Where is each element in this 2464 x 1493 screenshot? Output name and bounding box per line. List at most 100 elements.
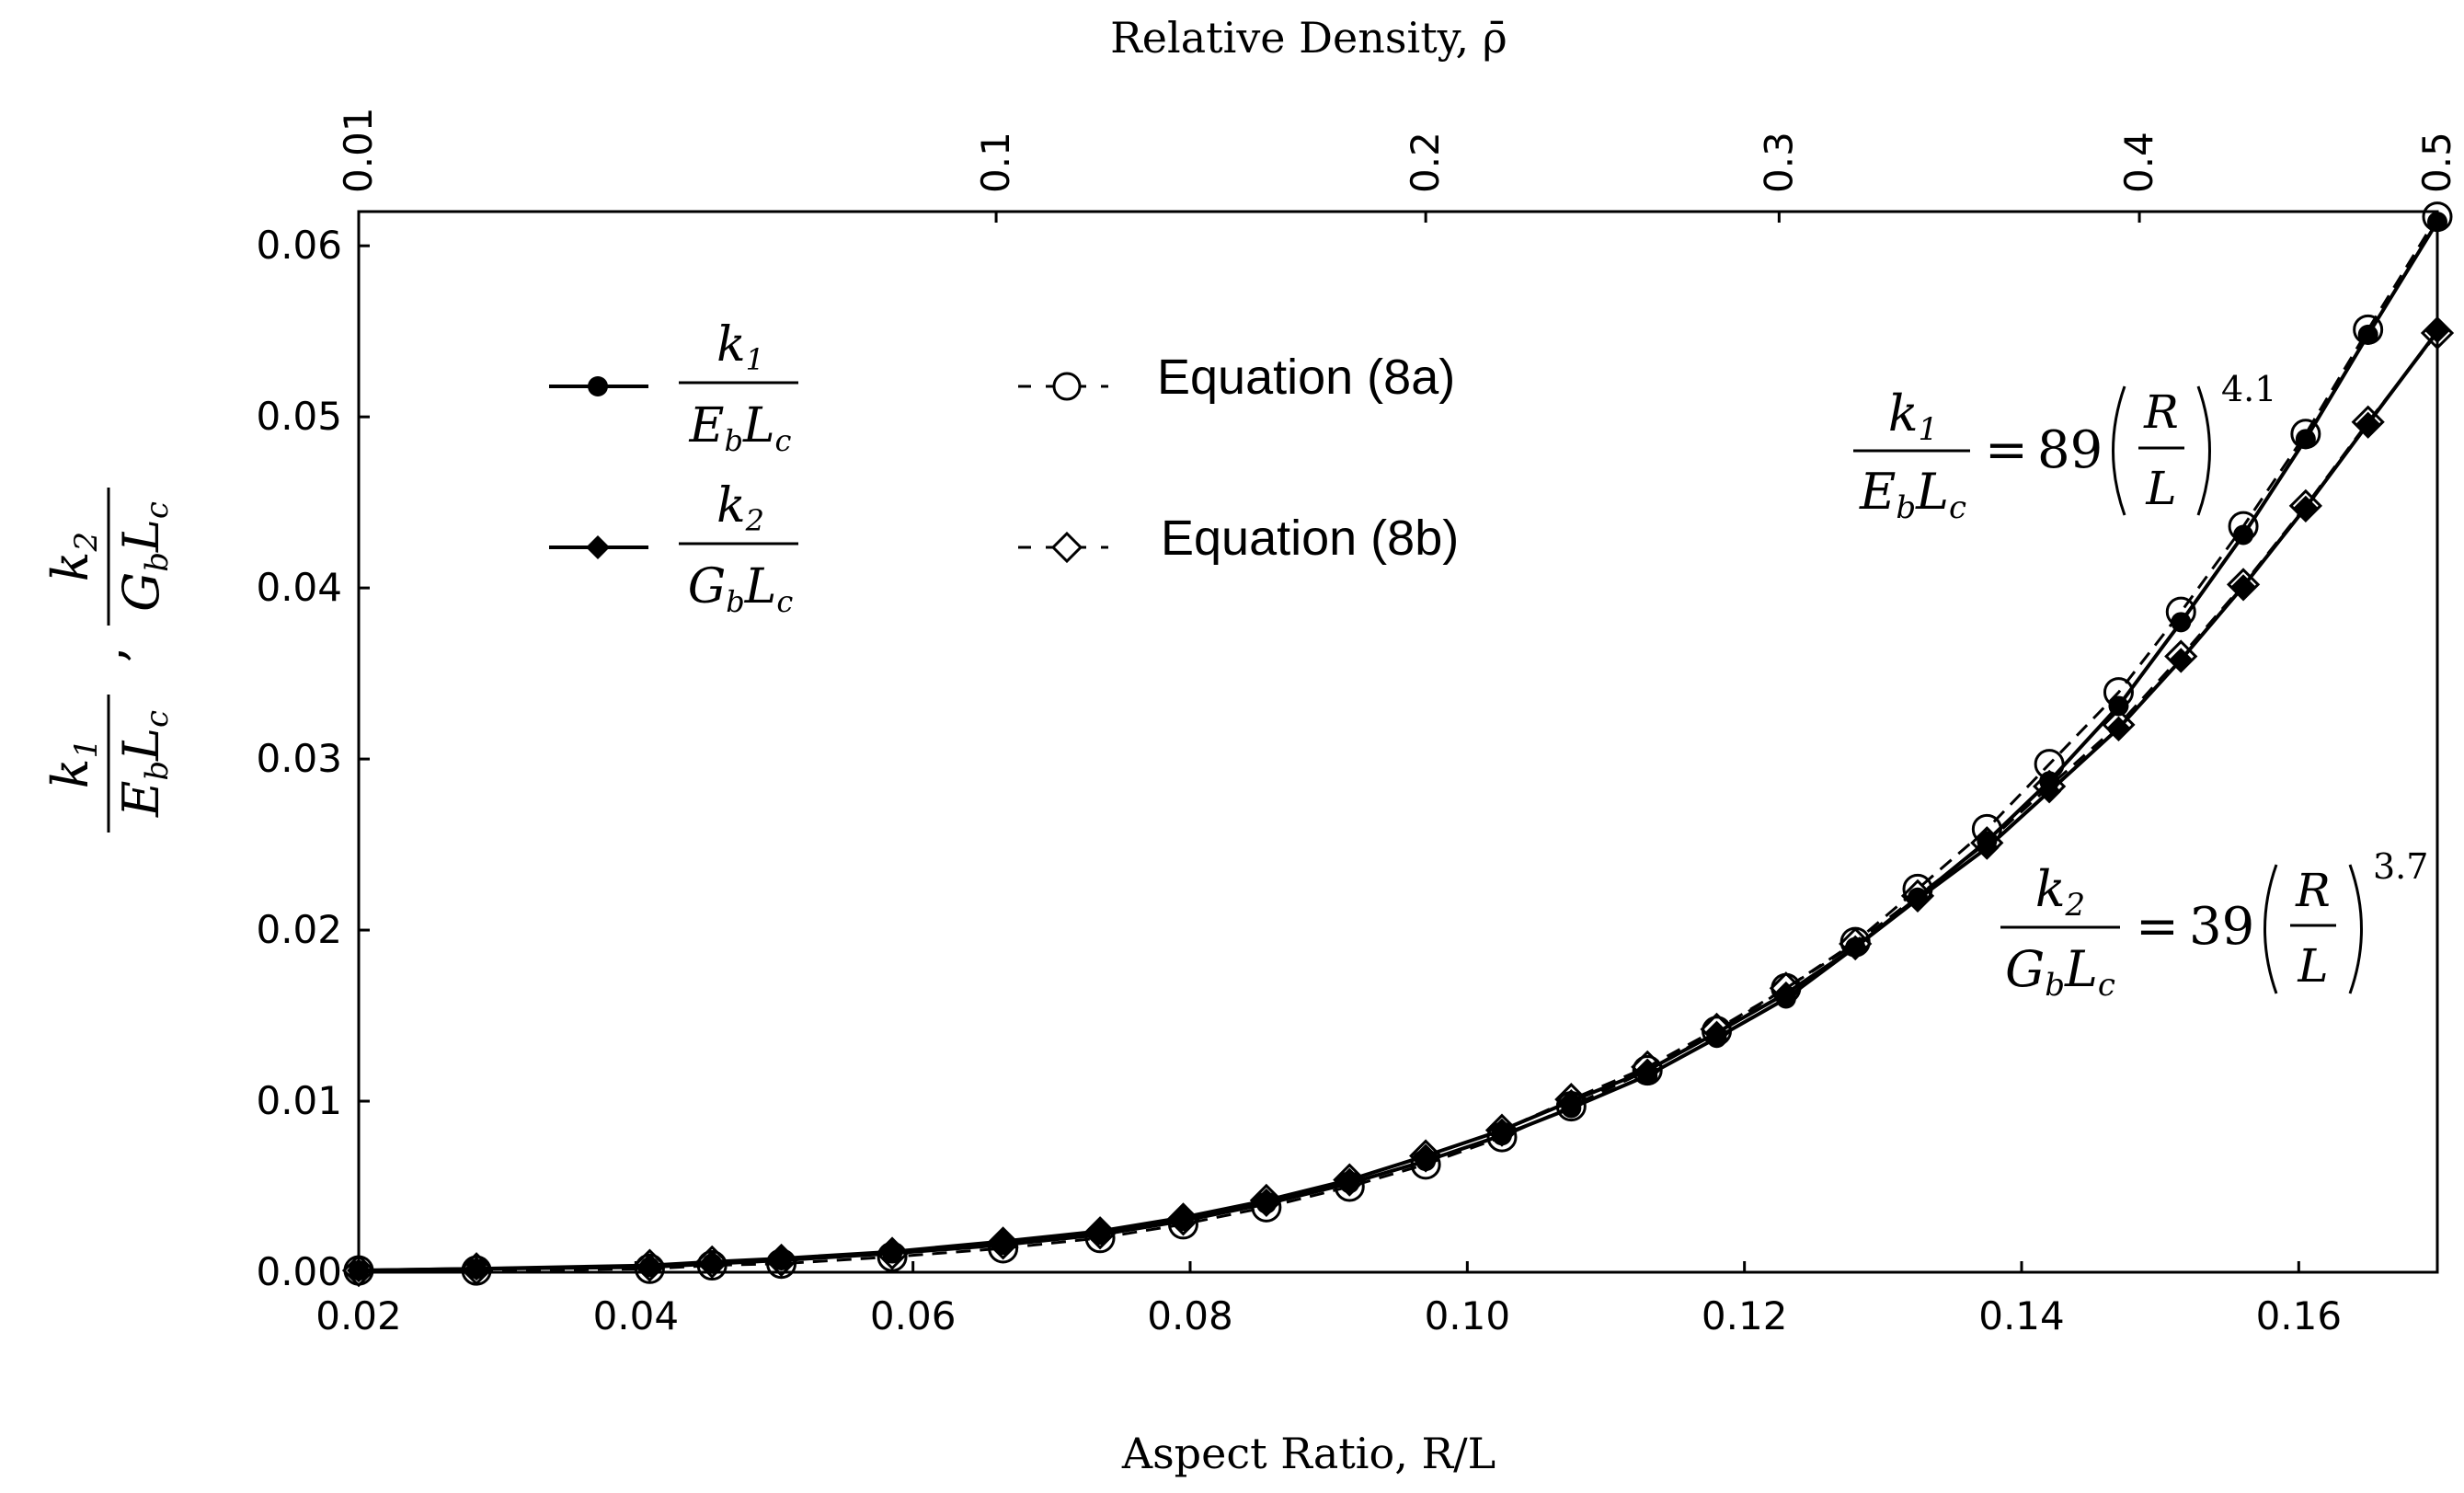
svg-text:k2: k2 bbox=[716, 478, 764, 538]
legend-item-eq8b: Equation (8b) bbox=[1018, 511, 1459, 566]
x-tick-label: 0.14 bbox=[1978, 1293, 2065, 1338]
data-point-filled-diamond bbox=[1906, 887, 1930, 912]
legend-marker-open-diamond bbox=[1050, 531, 1083, 564]
plot-area-border bbox=[357, 210, 2439, 1274]
legend: k1 EbLc k2 GbLc Equation (8a) Equation (… bbox=[549, 317, 1459, 619]
svg-text:=: = bbox=[2136, 897, 2179, 957]
data-point-open-diamond bbox=[2420, 316, 2455, 350]
x-tick-label: 0.12 bbox=[1702, 1293, 1788, 1338]
data-point-filled-diamond bbox=[1843, 935, 1868, 959]
legend-item-k1: k1 EbLc bbox=[549, 317, 798, 458]
data-point-filled-diamond bbox=[1773, 981, 1798, 1005]
data-point-filled-diamond bbox=[637, 1253, 662, 1278]
data-point-open-diamond bbox=[633, 1248, 667, 1282]
x-tick-label: 0.10 bbox=[1425, 1293, 1511, 1338]
y-tick-label: 0.06 bbox=[256, 223, 342, 268]
x-tick-label: 0.06 bbox=[870, 1293, 957, 1338]
annotation-k1-coef: 89 bbox=[2037, 420, 2103, 480]
data-point-open-diamond bbox=[986, 1226, 1020, 1260]
svg-text:EbLc: EbLc bbox=[112, 710, 176, 818]
legend-marker-filled-diamond bbox=[586, 535, 610, 559]
y-axis-title-k1-fraction: k1 EbLc bbox=[41, 695, 176, 833]
series-open-diamond bbox=[341, 316, 2455, 1288]
x-tick-label: 0.02 bbox=[315, 1293, 402, 1338]
annotation-k1-exp: 4.1 bbox=[2221, 369, 2276, 409]
data-point-open-diamond bbox=[695, 1245, 729, 1279]
top-axis-title: Relative Density, ρ̄ bbox=[1110, 13, 1507, 63]
top-tick-label: 0.01 bbox=[336, 107, 381, 193]
data-point-filled-circle bbox=[2233, 524, 2254, 546]
data-point-filled-diamond bbox=[2293, 495, 2318, 520]
annotation-equation-k2: k2 GbLc = 39 R L 3.7 bbox=[2000, 846, 2428, 1004]
svg-text:k2: k2 bbox=[2035, 860, 2085, 924]
svg-text:EbLc: EbLc bbox=[689, 398, 792, 458]
ticks-layer: 0.02 0.04 0.06 0.08 0.10 0.12 0.14 0.16 0.00 0.01… bbox=[256, 107, 2459, 1338]
svg-text:EbLc: EbLc bbox=[1859, 463, 1966, 526]
top-tick-label: 0.4 bbox=[2116, 132, 2161, 193]
data-point-open-diamond bbox=[1249, 1183, 1283, 1218]
data-point-filled-diamond bbox=[1635, 1058, 1660, 1083]
legend-label-eq8b: Equation (8b) bbox=[1161, 511, 1459, 566]
data-point-filled-diamond bbox=[2037, 779, 2062, 804]
y-axis-title-k2-fraction: k2 GbLc bbox=[41, 488, 176, 626]
data-point-filled-diamond bbox=[1704, 1020, 1729, 1045]
data-point-filled-diamond bbox=[1088, 1219, 1113, 1244]
series-filled-diamond bbox=[347, 319, 2449, 1283]
svg-text:R: R bbox=[2295, 864, 2331, 917]
data-point-filled-diamond bbox=[2355, 411, 2380, 436]
svg-text:GbLc: GbLc bbox=[2005, 940, 2115, 1004]
data-point-filled-diamond bbox=[464, 1257, 489, 1281]
svg-text:=: = bbox=[1985, 420, 2028, 480]
data-point-filled-diamond bbox=[2231, 574, 2256, 599]
series-layer bbox=[341, 201, 2455, 1288]
data-point-filled-diamond bbox=[1337, 1167, 1362, 1192]
series-line-open-diamond bbox=[358, 332, 2439, 1272]
annotation-k2-coef: 39 bbox=[2189, 897, 2254, 957]
svg-text:L: L bbox=[2145, 462, 2176, 515]
y-tick-label: 0.05 bbox=[256, 394, 342, 439]
x-tick-label: 0.04 bbox=[593, 1293, 680, 1338]
top-tick-label: 0.3 bbox=[1756, 132, 1801, 193]
data-point-open-diamond bbox=[764, 1243, 798, 1278]
annotation-equation-k1: k1 EbLc = 89 R L 4.1 bbox=[1853, 369, 2276, 526]
data-point-filled-circle bbox=[2171, 612, 2192, 633]
annotation-k2-exp: 3.7 bbox=[2373, 846, 2428, 887]
top-tick-label: 0.2 bbox=[1403, 132, 1448, 193]
svg-text:k2: k2 bbox=[41, 532, 105, 581]
data-point-filled-diamond bbox=[880, 1239, 905, 1264]
svg-text:GbLc: GbLc bbox=[112, 501, 176, 612]
y-axis-title: k1 EbLc , k2 GbLc bbox=[41, 488, 176, 833]
y-tick-label: 0.01 bbox=[256, 1078, 342, 1123]
data-point-open-diamond bbox=[875, 1236, 910, 1270]
y-tick-label: 0.00 bbox=[256, 1249, 342, 1294]
data-point-open-diamond bbox=[341, 1254, 376, 1288]
svg-text:k1: k1 bbox=[1888, 385, 1938, 448]
legend-item-k2: k2 GbLc bbox=[549, 478, 798, 619]
y-tick-label: 0.04 bbox=[256, 565, 342, 610]
data-point-filled-diamond bbox=[1490, 1118, 1514, 1143]
legend-item-eq8a: Equation (8a) bbox=[1018, 350, 1455, 405]
series-line-filled-diamond bbox=[358, 330, 2439, 1273]
data-point-filled-diamond bbox=[2169, 648, 2194, 672]
top-tick-label: 0.5 bbox=[2414, 132, 2459, 193]
data-point-filled-circle bbox=[2295, 429, 2316, 450]
x-tick-label: 0.16 bbox=[2256, 1293, 2343, 1338]
data-point-filled-diamond bbox=[1171, 1205, 1196, 1230]
svg-text:k1: k1 bbox=[716, 317, 764, 377]
data-point-filled-diamond bbox=[2106, 716, 2131, 741]
data-point-filled-diamond bbox=[1975, 835, 2000, 860]
data-point-filled-circle bbox=[2108, 695, 2129, 717]
data-point-filled-diamond bbox=[700, 1249, 725, 1274]
y-tick-label: 0.03 bbox=[256, 736, 342, 781]
data-point-open-diamond bbox=[2288, 488, 2322, 523]
data-point-open-diamond bbox=[459, 1252, 494, 1286]
legend-marker-open-circle bbox=[1052, 372, 1082, 401]
legend-label-eq8a: Equation (8a) bbox=[1157, 350, 1455, 405]
top-tick-label: 0.1 bbox=[973, 132, 1018, 193]
svg-text:L: L bbox=[2297, 939, 2328, 993]
data-point-filled-diamond bbox=[2425, 319, 2449, 344]
x-axis-title: Aspect Ratio, R/L bbox=[1121, 1429, 1496, 1478]
svg-text:,: , bbox=[78, 647, 136, 662]
svg-text:R: R bbox=[2143, 385, 2179, 439]
